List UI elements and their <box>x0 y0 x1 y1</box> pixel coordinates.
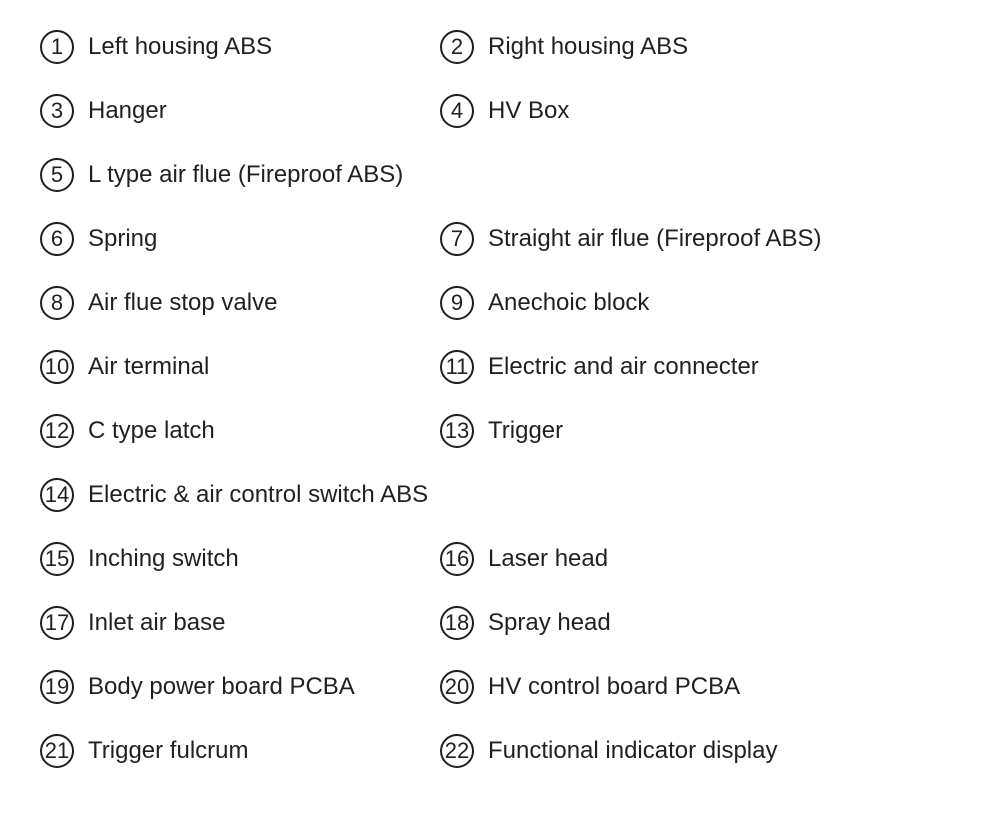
legend-row: 15 Inching switch 16 Laser head <box>40 542 980 576</box>
legend-item: 20 HV control board PCBA <box>440 670 980 704</box>
item-number-circle: 18 <box>440 606 474 640</box>
item-number-circle: 19 <box>40 670 74 704</box>
legend-item: 8 Air flue stop valve <box>40 286 440 320</box>
item-label: Spring <box>88 225 157 254</box>
item-label: C type latch <box>88 417 215 446</box>
legend-item: 11 Electric and air connecter <box>440 350 980 384</box>
item-label: Laser head <box>488 545 608 574</box>
legend-row: 14 Electric & air control switch ABS <box>40 478 980 512</box>
item-label: Inching switch <box>88 545 239 574</box>
legend-item: 5 L type air flue (Fireproof ABS) <box>40 158 440 192</box>
legend-item: 4 HV Box <box>440 94 980 128</box>
item-number-circle: 1 <box>40 30 74 64</box>
item-label: Trigger <box>488 417 563 446</box>
legend-item: 14 Electric & air control switch ABS <box>40 478 440 512</box>
item-label: Spray head <box>488 609 611 638</box>
item-label: Right housing ABS <box>488 33 688 62</box>
legend-item: 16 Laser head <box>440 542 980 576</box>
legend-item: 2 Right housing ABS <box>440 30 980 64</box>
item-label: Body power board PCBA <box>88 673 355 702</box>
item-number-circle: 15 <box>40 542 74 576</box>
legend-row: 12 C type latch 13 Trigger <box>40 414 980 448</box>
item-number-circle: 17 <box>40 606 74 640</box>
legend-item: 6 Spring <box>40 222 440 256</box>
item-label: Inlet air base <box>88 609 225 638</box>
legend-item: 13 Trigger <box>440 414 980 448</box>
item-label: Air terminal <box>88 353 209 382</box>
legend-item: 3 Hanger <box>40 94 440 128</box>
item-number-circle: 4 <box>440 94 474 128</box>
item-number-circle: 2 <box>440 30 474 64</box>
item-number-circle: 6 <box>40 222 74 256</box>
item-number-circle: 10 <box>40 350 74 384</box>
legend-row: 5 L type air flue (Fireproof ABS) <box>40 158 980 192</box>
item-number-circle: 3 <box>40 94 74 128</box>
legend-row: 3 Hanger 4 HV Box <box>40 94 980 128</box>
item-label: Trigger fulcrum <box>88 737 248 766</box>
item-number-circle: 13 <box>440 414 474 448</box>
legend-item: 18 Spray head <box>440 606 980 640</box>
legend-item: 17 Inlet air base <box>40 606 440 640</box>
item-label: Electric & air control switch ABS <box>88 481 428 510</box>
legend-item: 15 Inching switch <box>40 542 440 576</box>
item-number-circle: 16 <box>440 542 474 576</box>
item-number-circle: 14 <box>40 478 74 512</box>
item-label: Electric and air connecter <box>488 353 759 382</box>
item-label: Straight air flue (Fireproof ABS) <box>488 225 821 254</box>
item-label: Air flue stop valve <box>88 289 277 318</box>
legend-row: 8 Air flue stop valve 9 Anechoic block <box>40 286 980 320</box>
item-number-circle: 12 <box>40 414 74 448</box>
item-number-circle: 11 <box>440 350 474 384</box>
legend-row: 10 Air terminal 11 Electric and air conn… <box>40 350 980 384</box>
legend-item: 9 Anechoic block <box>440 286 980 320</box>
item-number-circle: 8 <box>40 286 74 320</box>
legend-row: 17 Inlet air base 18 Spray head <box>40 606 980 640</box>
legend-item: 1 Left housing ABS <box>40 30 440 64</box>
legend-row: 19 Body power board PCBA 20 HV control b… <box>40 670 980 704</box>
item-label: L type air flue (Fireproof ABS) <box>88 161 403 190</box>
item-number-circle: 20 <box>440 670 474 704</box>
item-label: Functional indicator display <box>488 737 778 766</box>
item-number-circle: 7 <box>440 222 474 256</box>
parts-legend: 1 Left housing ABS 2 Right housing ABS 3… <box>0 0 1000 818</box>
legend-item: 10 Air terminal <box>40 350 440 384</box>
item-label: Left housing ABS <box>88 33 272 62</box>
legend-row: 1 Left housing ABS 2 Right housing ABS <box>40 30 980 64</box>
item-label: Hanger <box>88 97 167 126</box>
legend-item: 12 C type latch <box>40 414 440 448</box>
item-number-circle: 5 <box>40 158 74 192</box>
item-label: HV control board PCBA <box>488 673 740 702</box>
item-label: HV Box <box>488 97 569 126</box>
legend-item: 7 Straight air flue (Fireproof ABS) <box>440 222 980 256</box>
legend-row: 6 Spring 7 Straight air flue (Fireproof … <box>40 222 980 256</box>
legend-item: 19 Body power board PCBA <box>40 670 440 704</box>
item-label: Anechoic block <box>488 289 649 318</box>
item-number-circle: 9 <box>440 286 474 320</box>
